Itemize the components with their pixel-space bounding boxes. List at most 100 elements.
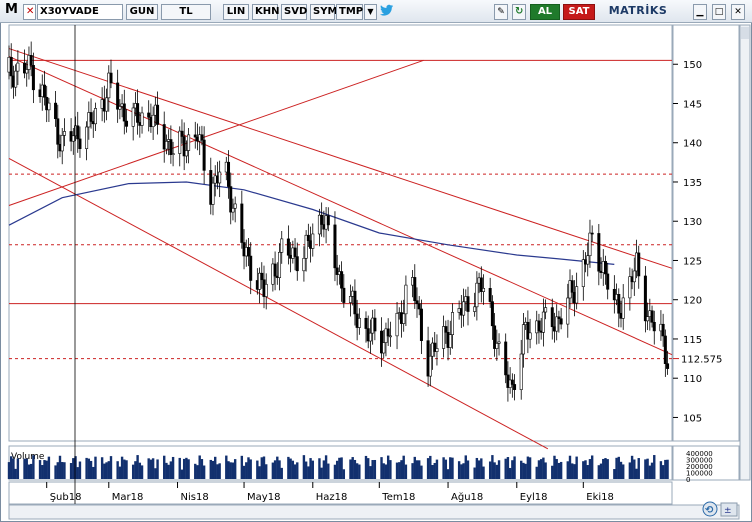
- candle-body: [566, 297, 570, 325]
- volume-bar: [637, 458, 640, 479]
- y-tick-label: 120: [683, 296, 702, 307]
- candle-body: [231, 207, 235, 213]
- candle-body: [162, 124, 166, 150]
- candle-body: [211, 182, 215, 205]
- volume-bar: [477, 460, 481, 479]
- candle-body: [122, 103, 126, 122]
- candle-body: [528, 332, 532, 340]
- close-symbol-button[interactable]: ✕: [23, 4, 36, 20]
- refresh-icon[interactable]: ↻: [512, 4, 526, 20]
- volume-bar: [597, 465, 601, 479]
- settings-icon[interactable]: ⟲: [702, 501, 718, 517]
- horizontal-scrollbar[interactable]: [8, 504, 740, 520]
- volume-bar: [169, 461, 173, 479]
- volume-bar: [602, 458, 605, 479]
- volume-bar: [349, 459, 352, 479]
- volume-bar: [650, 462, 654, 479]
- volume-bar: [116, 461, 119, 479]
- template-dropdown-icon[interactable]: ▼: [364, 4, 377, 20]
- volume-bar: [12, 458, 15, 479]
- volume-bar: [493, 462, 496, 479]
- volume-bar: [659, 461, 663, 479]
- candle-body: [513, 384, 517, 390]
- zoom-icon[interactable]: ±: [720, 502, 738, 517]
- candle-body: [258, 272, 262, 290]
- x-tick-label: Eyl18: [520, 492, 548, 503]
- candle-body: [526, 321, 530, 340]
- candle-button[interactable]: KHN: [252, 4, 280, 20]
- volume-bar: [528, 457, 532, 479]
- volume-bar: [23, 458, 26, 479]
- menu-button[interactable]: M: [5, 2, 18, 17]
- buy-button[interactable]: AL: [530, 4, 560, 20]
- volume-bar: [202, 465, 206, 479]
- volume-bar: [395, 462, 399, 479]
- candle-body: [444, 326, 448, 333]
- period-button[interactable]: GUN: [126, 4, 158, 20]
- candle-body: [606, 273, 610, 290]
- volume-bar: [386, 455, 390, 479]
- candle-body: [652, 321, 656, 332]
- maximize-icon[interactable]: □: [712, 4, 726, 20]
- template-button[interactable]: TMP: [336, 4, 363, 20]
- volume-bar: [475, 457, 479, 479]
- volume-bar: [557, 462, 561, 479]
- candle-body: [202, 139, 206, 171]
- edit-icon[interactable]: ✎: [494, 4, 508, 20]
- scroll-up-button[interactable]: [741, 27, 749, 39]
- volume-bar: [617, 456, 620, 479]
- x-tick-label: Ağu18: [451, 491, 483, 503]
- candle-body: [29, 55, 33, 66]
- candle-body: [182, 136, 186, 157]
- x-tick-label: Haz18: [316, 492, 348, 503]
- volume-bar: [559, 461, 563, 479]
- symbol-field[interactable]: X30YVADE: [37, 4, 123, 20]
- volume-bar: [25, 458, 28, 479]
- y-tick-label: 135: [683, 178, 702, 189]
- volume-bar: [76, 467, 79, 479]
- close-window-icon[interactable]: ✕: [731, 4, 745, 20]
- volume-bar: [38, 460, 42, 479]
- volume-bar: [58, 455, 62, 479]
- volume-bar: [92, 466, 95, 479]
- volume-bar: [382, 463, 385, 479]
- volume-bar: [433, 462, 436, 479]
- candle-body: [450, 312, 454, 335]
- volume-bar: [633, 459, 636, 479]
- candle-body: [357, 317, 361, 328]
- sell-button[interactable]: SAT: [563, 4, 595, 20]
- twitter-icon[interactable]: [378, 4, 394, 20]
- trendline-upper-channel: [8, 48, 673, 269]
- volume-bar: [364, 455, 368, 479]
- minimize-icon[interactable]: ▁: [693, 4, 707, 20]
- volume-bar: [194, 463, 197, 479]
- volume-bar: [293, 464, 297, 479]
- volume-bar: [32, 455, 35, 479]
- volume-bar: [302, 455, 306, 479]
- candle-body: [488, 288, 492, 302]
- volume-bar: [72, 458, 75, 479]
- candle-body: [581, 259, 585, 287]
- volume-bar: [444, 459, 448, 479]
- vertical-scrollbar[interactable]: [739, 24, 751, 481]
- volume-bar: [276, 456, 279, 479]
- candle-body: [42, 84, 46, 98]
- y-tick-label: 125: [683, 256, 702, 267]
- volume-bar: [14, 468, 17, 479]
- sym-button[interactable]: SYM: [310, 4, 337, 20]
- volume-bar: [289, 458, 292, 479]
- volume-tick-label: 0: [686, 476, 690, 484]
- candle-body: [435, 348, 439, 352]
- currency-button[interactable]: TL: [161, 4, 211, 20]
- candle-body: [105, 97, 109, 112]
- linear-scale-button[interactable]: LIN: [223, 4, 249, 20]
- candle-body: [9, 56, 13, 77]
- volume-bar: [87, 458, 91, 479]
- volume-bar: [400, 460, 403, 479]
- volume-bar: [367, 458, 370, 479]
- candle-body: [388, 335, 392, 338]
- svd-button[interactable]: SVD: [281, 4, 307, 20]
- volume-bar: [606, 459, 609, 479]
- volume-bar: [460, 464, 463, 479]
